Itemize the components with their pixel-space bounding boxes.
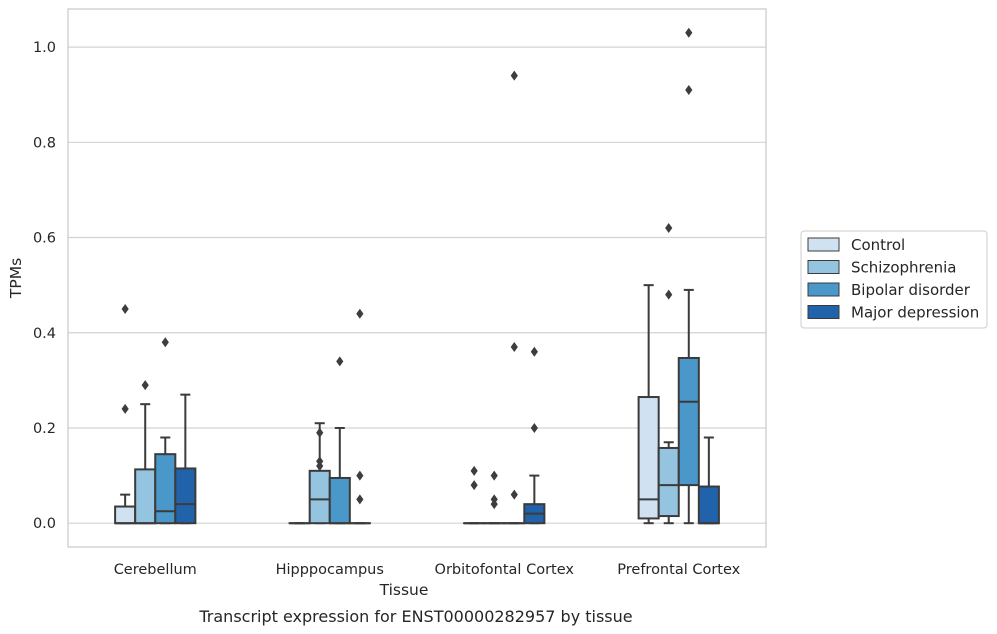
box-body [154,453,177,525]
outlier-point [161,337,169,348]
plot-frame [67,8,767,548]
box-control [637,284,660,525]
outlier-point [356,494,364,505]
y-tick-label: 0.4 [33,326,56,342]
outlier-point [336,356,344,367]
legend-swatch [807,282,840,297]
outlier-point [490,470,498,481]
box-body [657,446,680,518]
legend-item: Major depression [807,304,979,322]
legend-label: Major depression [851,304,979,322]
outlier-point [665,223,673,234]
box-bipolar-disorder [503,70,526,525]
outlier-point [356,308,364,319]
y-tick-labels: 0.0 0.2 0.4 0.6 0.8 1.0 [33,40,56,532]
outlier-point [510,489,518,500]
box-major-depression [174,393,197,525]
box-body [328,476,351,525]
box-major-depression [348,308,371,525]
legend-swatch [807,237,840,252]
legend: Control Schizophrenia Bipolar disorder Majo… [800,230,988,329]
chart-caption: Transcript expression for ENST0000028295… [198,607,632,626]
outlier-point [530,346,538,357]
x-tick-label: Hipppocampus [276,562,384,578]
x-tick-label: Orbitofontal Cortex [435,562,575,578]
outlier-point [530,422,538,433]
box-schizophrenia [483,470,506,525]
y-tick-label: 1.0 [33,40,56,56]
box-bipolar-disorder [154,337,177,525]
outlier-point [121,303,129,314]
box-body [677,356,700,487]
box-schizophrenia [308,422,331,525]
y-tick-label: 0.0 [33,516,56,532]
x-tick-label: Prefrontal Cortex [617,562,740,578]
outlier-point [141,380,149,391]
outlier-point [356,470,364,481]
box-bipolar-disorder [677,27,700,525]
box-body [697,485,720,525]
legend-item: Control [807,236,905,254]
legend-item: Bipolar disorder [807,281,971,299]
outlier-point [685,84,693,95]
legend-frame [800,230,988,329]
outlier-point [685,27,693,38]
outlier-point [316,427,324,438]
outlier-point [510,70,518,81]
box-body [114,505,137,525]
legend-label: Control [851,236,905,254]
x-axis-title: Tissue [379,581,429,599]
y-axis-title: TPMs [7,258,25,299]
y-tick-label: 0.8 [33,135,56,151]
plot-area [114,27,720,525]
outlier-point [490,494,498,505]
legend-label: Schizophrenia [851,259,956,277]
outlier-point [316,456,324,467]
outlier-point [470,465,478,476]
outlier-point [510,342,518,353]
box-schizophrenia [657,223,680,525]
box-major-depression [697,436,720,525]
y-tick-label: 0.6 [33,231,56,247]
box-body [174,467,197,525]
box-body [134,468,157,525]
x-tick-label: Cerebellum [114,562,197,578]
box-body [308,469,331,525]
outlier-point [665,289,673,300]
legend-swatch [807,305,840,319]
box-control [114,303,137,525]
legend-item: Schizophrenia [807,259,956,277]
legend-label: Bipolar disorder [851,281,971,299]
box-major-depression [523,346,546,525]
outlier-point [470,480,478,491]
y-tick-label: 0.2 [33,421,56,437]
x-tick-labels: Cerebellum Hipppocampus Orbitofontal Corte… [114,562,741,578]
outlier-point [121,403,129,414]
box-bipolar-disorder [328,356,351,525]
legend-swatch [807,260,840,274]
